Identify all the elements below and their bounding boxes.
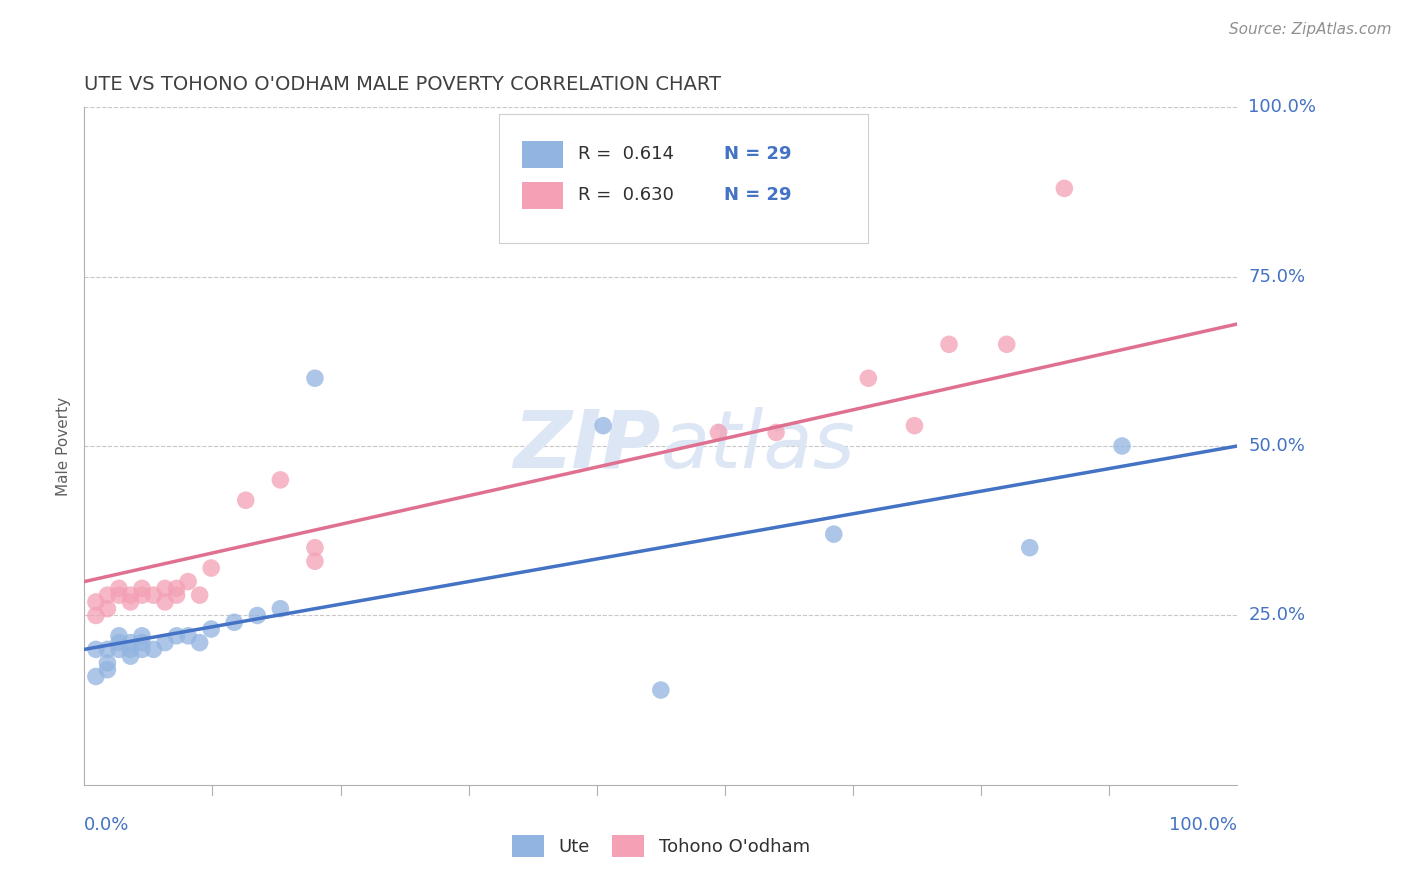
- Point: [84, 608, 107, 623]
- Point: [269, 601, 291, 615]
- Point: [304, 541, 326, 555]
- Point: [153, 635, 176, 649]
- Point: [131, 629, 153, 643]
- Point: [120, 588, 142, 602]
- Text: 75.0%: 75.0%: [1249, 268, 1306, 285]
- Point: [177, 629, 200, 643]
- Point: [131, 642, 153, 657]
- Text: 25.0%: 25.0%: [1249, 607, 1306, 624]
- Text: UTE VS TOHONO O'ODHAM MALE POVERTY CORRELATION CHART: UTE VS TOHONO O'ODHAM MALE POVERTY CORRE…: [84, 75, 721, 95]
- Point: [131, 635, 153, 649]
- Point: [823, 527, 845, 541]
- Point: [995, 337, 1018, 351]
- Point: [108, 629, 131, 643]
- Text: 0.0%: 0.0%: [84, 815, 129, 833]
- Point: [269, 473, 291, 487]
- Point: [765, 425, 787, 440]
- Text: N = 29: N = 29: [724, 145, 792, 163]
- Point: [903, 418, 925, 433]
- Point: [84, 669, 107, 683]
- Point: [96, 588, 118, 602]
- Point: [304, 371, 326, 385]
- Point: [153, 582, 176, 596]
- Point: [142, 642, 165, 657]
- Text: N = 29: N = 29: [724, 186, 792, 204]
- Point: [188, 635, 211, 649]
- Point: [166, 588, 188, 602]
- Point: [108, 588, 131, 602]
- Text: R =  0.630: R = 0.630: [578, 186, 673, 204]
- Point: [166, 582, 188, 596]
- Point: [707, 425, 730, 440]
- Bar: [523, 182, 562, 209]
- Bar: [523, 141, 562, 168]
- Point: [592, 418, 614, 433]
- Point: [120, 595, 142, 609]
- Point: [235, 493, 257, 508]
- Text: 50.0%: 50.0%: [1249, 437, 1305, 455]
- Point: [108, 642, 131, 657]
- FancyBboxPatch shape: [499, 114, 869, 243]
- Point: [200, 622, 222, 636]
- Point: [96, 663, 118, 677]
- Point: [1018, 541, 1040, 555]
- Text: atlas: atlas: [661, 407, 856, 485]
- Point: [1111, 439, 1133, 453]
- Point: [1053, 181, 1076, 195]
- Point: [120, 642, 142, 657]
- Point: [858, 371, 880, 385]
- Point: [84, 595, 107, 609]
- Point: [131, 582, 153, 596]
- Text: Source: ZipAtlas.com: Source: ZipAtlas.com: [1229, 22, 1392, 37]
- Point: [166, 629, 188, 643]
- Point: [188, 588, 211, 602]
- Point: [108, 635, 131, 649]
- Point: [304, 554, 326, 568]
- Text: ZIP: ZIP: [513, 407, 661, 485]
- Legend: Ute, Tohono O'odham: Ute, Tohono O'odham: [505, 828, 817, 864]
- Point: [108, 582, 131, 596]
- Point: [200, 561, 222, 575]
- Point: [153, 595, 176, 609]
- Point: [142, 588, 165, 602]
- Point: [84, 642, 107, 657]
- Point: [650, 683, 672, 698]
- Text: 100.0%: 100.0%: [1249, 98, 1316, 116]
- Point: [177, 574, 200, 589]
- Point: [96, 642, 118, 657]
- Y-axis label: Male Poverty: Male Poverty: [56, 396, 72, 496]
- Point: [224, 615, 246, 630]
- Point: [120, 635, 142, 649]
- Point: [120, 649, 142, 664]
- Point: [131, 588, 153, 602]
- Point: [96, 656, 118, 670]
- Point: [96, 601, 118, 615]
- Point: [938, 337, 960, 351]
- Point: [246, 608, 269, 623]
- Text: 100.0%: 100.0%: [1170, 815, 1237, 833]
- Text: R =  0.614: R = 0.614: [578, 145, 673, 163]
